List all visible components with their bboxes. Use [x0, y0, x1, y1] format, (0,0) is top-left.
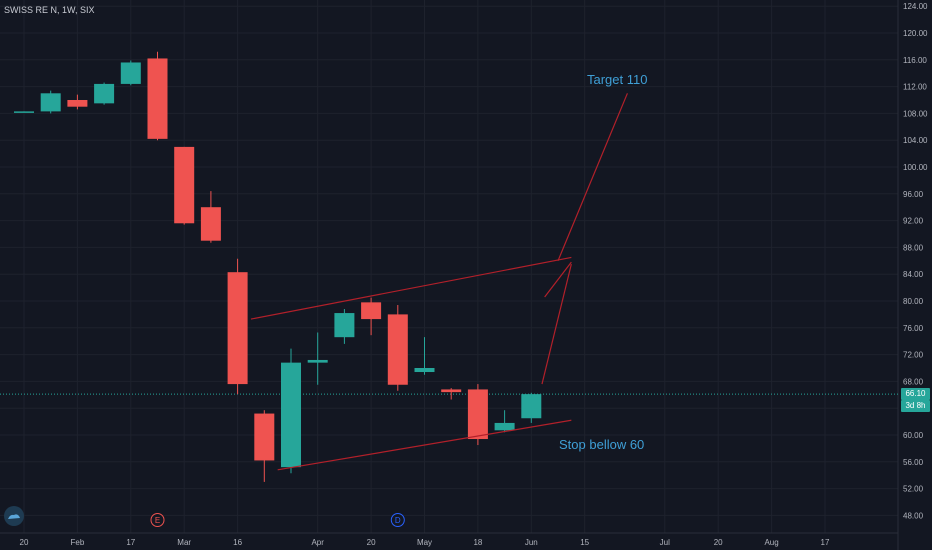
candle-body	[227, 272, 248, 385]
candle-up	[334, 309, 355, 344]
candle-body	[281, 362, 301, 468]
last-price-tag: 66.10	[901, 388, 930, 401]
candle-body	[94, 83, 115, 104]
candle-body	[334, 313, 355, 338]
x-tick-label: May	[417, 538, 432, 547]
candle-body	[147, 58, 168, 139]
trendline-lower-channel[interactable]	[277, 419, 572, 471]
y-tick-label: 56.00	[903, 458, 924, 467]
target-annotation[interactable]: Target 110	[587, 72, 647, 87]
x-tick-label: Apr	[311, 538, 324, 547]
x-axis: 20 Feb 17 Mar 16 Apr 20 May 18 Jun 15 Jul 20 Aug 17	[20, 538, 830, 547]
trendlines[interactable]	[250, 93, 628, 471]
stop-annotation[interactable]: Stop bellow 60	[559, 437, 644, 452]
candle-up	[521, 392, 542, 423]
candle-up	[307, 332, 328, 385]
y-tick-label: 108.00	[903, 109, 928, 118]
x-tick-label: 20	[20, 538, 29, 547]
event-marker-circle	[390, 513, 405, 527]
y-tick-label: 76.00	[903, 324, 924, 333]
x-tick-label: 20	[367, 538, 376, 547]
countdown-tag: 3d 8h	[901, 400, 930, 413]
x-tick-label: 17	[821, 538, 830, 547]
candle-down	[467, 384, 488, 446]
candle-down	[227, 258, 248, 395]
y-tick-label: 92.00	[903, 217, 924, 226]
candle-body	[40, 93, 61, 112]
y-tick-label: 88.00	[903, 243, 924, 252]
event-marker-circle	[150, 513, 165, 527]
candle-up	[281, 348, 301, 474]
candle-body	[387, 314, 408, 385]
candle-body	[361, 302, 382, 320]
y-tick-label: 120.00	[903, 29, 928, 38]
x-tick-label: 17	[126, 538, 135, 547]
x-tick-label: Jul	[660, 538, 670, 547]
candle-body	[467, 389, 488, 440]
y-tick-label: 112.00	[903, 83, 927, 92]
trendline-projection-upper[interactable]	[557, 93, 628, 262]
event-marker-label: E	[155, 516, 160, 525]
candle-down	[147, 51, 168, 141]
candle-body	[67, 100, 88, 107]
x-tick-label: Mar	[177, 538, 191, 547]
x-tick-label: Feb	[71, 538, 85, 547]
y-tick-label: 104.00	[903, 136, 928, 145]
candle-body	[254, 413, 275, 461]
candle-up	[494, 410, 515, 433]
y-tick-label: 124.00	[903, 2, 928, 11]
event-marker-label: D	[395, 516, 401, 525]
candle-body	[14, 111, 34, 113]
candle-body	[414, 368, 435, 373]
candle-body	[494, 422, 515, 431]
x-tick-label: 20	[714, 538, 723, 547]
x-tick-label: Jun	[525, 538, 538, 547]
trendline-projection-lower[interactable]	[541, 264, 572, 385]
candle-down	[174, 146, 195, 225]
candle-up	[414, 337, 435, 375]
y-tick-label: 100.00	[903, 163, 928, 172]
x-tick-label: 15	[580, 538, 589, 547]
candle-down	[441, 388, 462, 400]
candle-body	[441, 389, 462, 393]
candle-down	[200, 191, 221, 243]
y-axis: 48.0052.0056.0060.0064.0068.0072.0076.00…	[903, 2, 928, 520]
chart-title: SWISS RE N, 1W, SIX	[4, 5, 95, 15]
candle-down	[254, 410, 275, 482]
x-tick-label: Aug	[764, 538, 778, 547]
candle-up	[94, 82, 115, 105]
candle-body	[120, 62, 141, 84]
y-tick-label: 96.00	[903, 190, 924, 199]
candle-body	[174, 146, 195, 224]
candle-up	[14, 111, 34, 113]
y-tick-label: 60.00	[903, 431, 924, 440]
x-tick-label: 16	[233, 538, 242, 547]
candle-down	[67, 94, 88, 110]
y-tick-label: 84.00	[903, 270, 924, 279]
candle-down	[387, 305, 408, 391]
y-tick-label: 52.00	[903, 485, 924, 494]
x-tick-label: 18	[473, 538, 482, 547]
y-tick-label: 48.00	[903, 511, 924, 520]
candle-body	[521, 394, 542, 419]
y-tick-label: 68.00	[903, 377, 924, 386]
y-tick-label: 72.00	[903, 351, 924, 360]
event-marker-d[interactable]: D	[390, 513, 405, 527]
y-tick-label: 116.00	[903, 56, 927, 65]
trendline-upper-channel[interactable]	[250, 256, 572, 320]
candle-body	[307, 359, 328, 363]
logo-icon[interactable]	[4, 506, 24, 526]
candle-down	[361, 297, 382, 336]
y-tick-label: 80.00	[903, 297, 924, 306]
candle-up	[40, 90, 61, 114]
event-marker-e[interactable]: E	[150, 513, 165, 527]
candle-body	[200, 207, 221, 241]
candle-up	[120, 60, 141, 86]
candles	[14, 51, 542, 482]
trendline-arrow-stub[interactable]	[544, 261, 572, 298]
